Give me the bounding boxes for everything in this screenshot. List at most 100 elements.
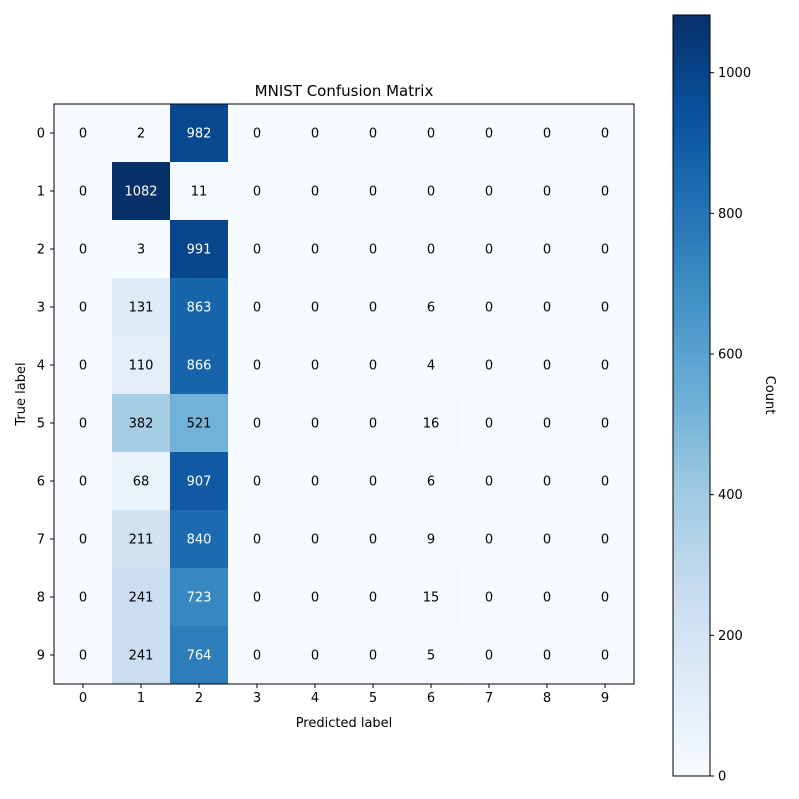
cell-value-label: 0 — [485, 591, 493, 606]
y-tick-label: 4 — [37, 359, 45, 374]
cell-value-label: 0 — [311, 475, 319, 490]
cell-value-label: 0 — [485, 185, 493, 200]
cell-value-label: 521 — [187, 417, 212, 432]
heatmap-cell — [228, 220, 287, 279]
cell-value-label: 0 — [543, 649, 551, 664]
cell-value-label: 11 — [191, 185, 208, 200]
heatmap-cell — [460, 162, 519, 221]
cell-value-label: 0 — [601, 359, 609, 374]
cell-value-label: 0 — [311, 185, 319, 200]
cell-value-label: 0 — [311, 591, 319, 606]
cell-value-label: 0 — [485, 417, 493, 432]
cell-value-label: 0 — [79, 301, 87, 316]
heatmap-cell — [402, 510, 461, 569]
chart-title: MNIST Confusion Matrix — [255, 82, 434, 100]
x-tick-label: 5 — [369, 691, 377, 706]
x-axis-ticks: 0 1 2 3 4 5 6 7 8 9 — [79, 684, 609, 706]
x-tick-label: 3 — [253, 691, 261, 706]
heatmap-cell — [460, 220, 519, 279]
heatmap-cell — [170, 162, 229, 221]
cell-value-label: 2 — [137, 127, 145, 142]
cell-value-label: 68 — [133, 475, 150, 490]
cell-value-label: 0 — [369, 533, 377, 548]
heatmap-cell — [576, 626, 635, 685]
cell-value-label: 0 — [485, 243, 493, 258]
cell-value-label: 0 — [253, 243, 261, 258]
heatmap-cell — [402, 394, 461, 453]
heatmap-cell — [170, 278, 229, 337]
cell-value-label: 0 — [543, 417, 551, 432]
cell-value-label: 382 — [129, 417, 154, 432]
heatmap-cell — [54, 510, 113, 569]
heatmap-cell — [112, 452, 171, 511]
heatmap-cell — [518, 452, 577, 511]
heatmap-cell — [344, 568, 403, 627]
heatmap-cell — [344, 220, 403, 279]
heatmap-cell — [460, 394, 519, 453]
cell-value-label: 0 — [543, 127, 551, 142]
cell-value-label: 982 — [187, 127, 212, 142]
cell-value-label: 0 — [485, 127, 493, 142]
heatmap-cell — [402, 336, 461, 395]
heatmap-cell — [228, 452, 287, 511]
cell-value-label: 241 — [129, 649, 154, 664]
y-tick-label: 3 — [37, 301, 45, 316]
heatmap-cell — [228, 278, 287, 337]
y-tick-label: 5 — [37, 417, 45, 432]
cell-value-label: 0 — [543, 475, 551, 490]
y-tick-label: 1 — [37, 185, 45, 200]
y-tick-label: 6 — [37, 475, 45, 490]
heatmap-cell — [460, 510, 519, 569]
heatmap-cell — [170, 336, 229, 395]
heatmap-cell — [460, 278, 519, 337]
cell-value-label: 5 — [427, 649, 435, 664]
colorbar-tick-label: 0 — [718, 770, 726, 785]
y-tick-label: 8 — [37, 591, 45, 606]
cell-value-label: 0 — [543, 591, 551, 606]
heatmap-cell — [518, 104, 577, 163]
heatmap-cell-labels: 0 2 982 0 0 0 0 0 0 00 1082 11 0 0 0 0 0 0 00 3 991 0 0 0 0 0 0 00 1… — [79, 127, 609, 664]
x-tick-label: 4 — [311, 691, 319, 706]
colorbar-ticks: 0 200 400 600 800 1000 — [710, 66, 751, 785]
heatmap-cells — [54, 104, 635, 685]
cell-value-label: 764 — [187, 649, 212, 664]
cell-value-label: 0 — [601, 475, 609, 490]
heatmap-cell — [228, 162, 287, 221]
colorbar-tick-label: 800 — [718, 207, 743, 222]
heatmap-cell — [54, 162, 113, 221]
colorbar-tick-label: 200 — [718, 629, 743, 644]
heatmap-cell — [460, 104, 519, 163]
cell-value-label: 0 — [601, 185, 609, 200]
colorbar-tick-label: 1000 — [718, 66, 751, 81]
cell-value-label: 16 — [423, 417, 440, 432]
cell-value-label: 4 — [427, 359, 435, 374]
colorbar-label: Count — [762, 376, 777, 415]
heatmap-cell — [518, 510, 577, 569]
cell-value-label: 0 — [253, 301, 261, 316]
y-tick-label: 0 — [37, 127, 45, 142]
cell-value-label: 131 — [129, 301, 154, 316]
heatmap-cell — [286, 626, 345, 685]
y-tick-label: 9 — [37, 649, 45, 664]
cell-value-label: 0 — [427, 243, 435, 258]
heatmap-cell — [228, 394, 287, 453]
heatmap-cell — [286, 452, 345, 511]
cell-value-label: 0 — [253, 359, 261, 374]
heatmap-cell — [518, 162, 577, 221]
heatmap-cell — [112, 104, 171, 163]
cell-value-label: 0 — [427, 185, 435, 200]
colorbar — [672, 14, 711, 777]
cell-value-label: 0 — [485, 359, 493, 374]
cell-value-label: 0 — [369, 243, 377, 258]
heatmap-cell — [576, 278, 635, 337]
heatmap-cell — [286, 394, 345, 453]
cell-value-label: 907 — [187, 475, 212, 490]
heatmap-cell — [170, 220, 229, 279]
heatmap-cell — [460, 626, 519, 685]
heatmap-cell — [170, 626, 229, 685]
cell-value-label: 0 — [369, 417, 377, 432]
x-tick-label: 0 — [79, 691, 87, 706]
cell-value-label: 15 — [423, 591, 440, 606]
cell-value-label: 0 — [369, 359, 377, 374]
heatmap-cell — [518, 278, 577, 337]
